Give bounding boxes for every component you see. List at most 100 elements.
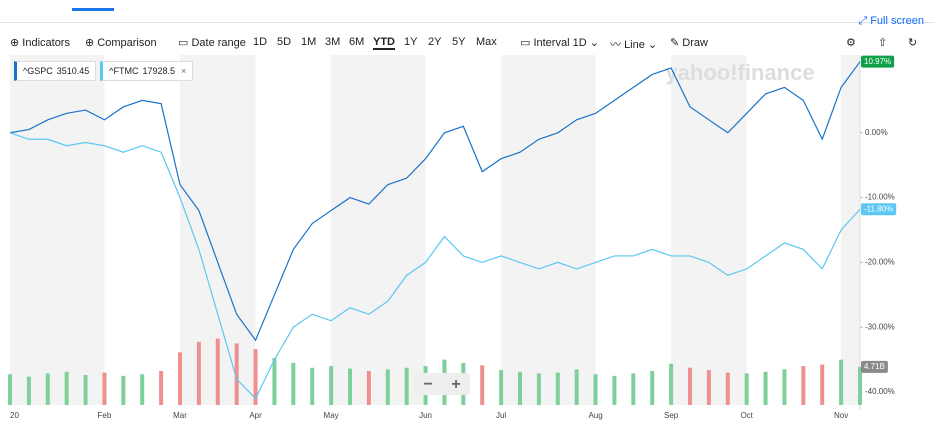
range-button[interactable]: 6M <box>349 36 365 48</box>
date-range-label[interactable]: Date range <box>191 37 246 49</box>
volume-bar <box>650 370 655 405</box>
line-label[interactable]: Line <box>624 39 645 51</box>
range-button[interactable]: 5D <box>277 36 292 48</box>
x-tick-label: Jun <box>419 411 432 420</box>
draw[interactable]: ✎ Draw <box>670 37 708 49</box>
volume-bar <box>480 365 485 405</box>
interval[interactable]: ▭ Interval 1D ⌄ <box>520 37 599 49</box>
comparison[interactable]: ⊕ Comparison <box>85 37 157 49</box>
price-line <box>9 132 861 400</box>
volume-bar <box>858 366 862 405</box>
volume-bar <box>725 372 730 405</box>
volume-bar <box>310 367 315 405</box>
date-range[interactable]: ▭ Date range <box>178 37 246 49</box>
x-tick-label: Oct <box>740 411 753 420</box>
volume-bar <box>26 376 31 405</box>
month-band <box>501 55 596 405</box>
volume-bar <box>8 374 12 405</box>
volume-bar <box>744 373 749 405</box>
volume-bar <box>820 364 825 405</box>
share[interactable]: ⇧ <box>878 37 888 49</box>
range-button[interactable]: 1M <box>301 36 317 48</box>
legend-name: ^GSPC <box>23 66 53 76</box>
y-tick-label: -30.00% <box>865 322 895 331</box>
month-band <box>331 55 426 405</box>
range-button[interactable]: 1Y <box>404 36 418 48</box>
y-tick-label: -10.00% <box>865 193 895 202</box>
volume-bar <box>83 375 88 405</box>
remove-button[interactable]: × <box>181 66 187 76</box>
volume-bar <box>291 362 296 405</box>
legend-price: 3510.45 <box>56 66 90 76</box>
range-button[interactable]: YTD <box>373 36 395 50</box>
volume-bar <box>706 370 711 405</box>
legend-price: 17928.5 <box>142 66 176 76</box>
volume-bar <box>272 358 277 405</box>
x-tick-label: Nov <box>834 411 848 420</box>
price-line <box>9 61 861 342</box>
legend-chip: ^FTMC 17928.5 × <box>100 61 194 81</box>
indicators-label[interactable]: Indicators <box>22 37 70 49</box>
value-badge-text: -11.80% <box>864 204 893 213</box>
volume-bar <box>121 375 126 405</box>
y-tick-label: -40.00% <box>865 387 895 396</box>
volume-bar <box>574 369 579 405</box>
month-band <box>841 55 860 405</box>
value-badge <box>861 203 897 216</box>
volume-bar <box>612 375 617 405</box>
volume-bar <box>196 341 201 405</box>
volume-bar <box>763 371 768 405</box>
zoom-button[interactable]: + <box>451 376 460 393</box>
volume-bar <box>631 373 636 405</box>
volume-bar <box>404 367 409 405</box>
toolbar: ⊕ Indicators ⊕ Comparison ▭ Date range ▭… <box>0 30 934 54</box>
volume-bar <box>555 372 560 405</box>
volume-bar <box>366 370 371 405</box>
volume-bar <box>782 369 787 405</box>
volume-bar <box>178 352 182 405</box>
volume-bar <box>102 372 107 405</box>
volume-badge-text: 4.71B <box>864 362 885 371</box>
reset[interactable]: ↻ <box>908 37 918 49</box>
y-tick-label: -20.00% <box>865 258 895 267</box>
volume-bar <box>253 349 258 405</box>
volume-bar <box>385 369 390 405</box>
x-tick-label: Apr <box>249 411 262 420</box>
volume-bar <box>159 370 164 405</box>
legend-chip: ^GSPC 3510.45 <box>14 61 97 81</box>
volume-bar <box>688 367 692 405</box>
interval-label[interactable]: Interval <box>533 37 570 49</box>
volume-bar <box>499 370 504 405</box>
range-button[interactable]: 1D <box>253 36 268 48</box>
zoom-button[interactable]: − <box>423 376 432 393</box>
range-button[interactable]: Max <box>476 36 497 48</box>
value-badge-text: 10.97% <box>864 57 891 66</box>
legend: ^GSPC 3510.45 ^FTMC 17928.5 × <box>14 61 197 81</box>
volume-bar <box>234 343 239 405</box>
x-tick-label: Feb <box>98 411 112 420</box>
range-button[interactable]: 2Y <box>428 36 442 48</box>
settings[interactable]: ⚙ <box>846 37 856 49</box>
x-tick-label: May <box>324 411 339 420</box>
full-screen-label[interactable]: Full screen <box>870 15 924 27</box>
full-screen[interactable]: ⤢ Full screen <box>858 15 924 27</box>
comparison-label[interactable]: Comparison <box>97 37 157 49</box>
zoom-controls[interactable]: − + <box>414 373 470 395</box>
chart: yahoo!finance 0.00% -10.00% -20.00% -30.00%… <box>8 55 897 420</box>
volume-bar <box>329 366 334 405</box>
range-button[interactable]: 3M <box>325 36 341 48</box>
interval-value[interactable]: 1D <box>572 37 587 49</box>
x-tick-label: Jul <box>496 411 506 420</box>
draw-label[interactable]: Draw <box>682 37 708 49</box>
volume-bar <box>348 368 352 405</box>
x-tick-label: Mar <box>173 411 187 420</box>
volume-bar <box>140 374 145 405</box>
y-tick-label: 0.00% <box>865 128 888 137</box>
range-button[interactable]: 5Y <box>452 36 466 48</box>
volume-bar <box>669 363 674 405</box>
divider <box>0 22 934 23</box>
line-type[interactable]: 〰 Line ⌄ <box>610 39 658 51</box>
volume-bar <box>801 366 806 405</box>
indicators[interactable]: ⊕ Indicators <box>10 37 70 49</box>
